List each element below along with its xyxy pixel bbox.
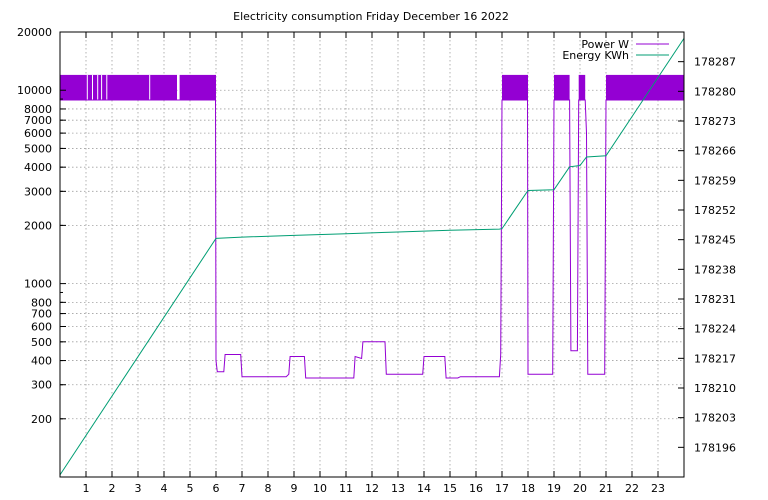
y-right-tick-label: 178252 [694,204,736,217]
x-tick-label: 19 [547,482,561,495]
x-tick-label: 5 [187,482,194,495]
legend-label-power: Power W [581,38,629,51]
y-right-tick-label: 178217 [694,352,736,365]
y-right-tick-label: 178266 [694,145,736,158]
y-right-tick-label: 178224 [694,323,736,336]
y-right-tick-label: 178210 [694,382,736,395]
y-right-tick-label: 178259 [694,174,736,187]
x-tick-label: 17 [495,482,509,495]
x-tick-label: 6 [213,482,220,495]
y-left-tick-label: 600 [31,321,52,334]
power-switching-band [502,74,528,101]
y-right-tick-label: 178273 [694,115,736,128]
x-tick-label: 3 [135,482,142,495]
x-tick-label: 15 [443,482,457,495]
x-tick-label: 11 [339,482,353,495]
x-tick-label: 9 [291,482,298,495]
x-tick-label: 12 [365,482,379,495]
y-left-tick-label: 1000 [24,278,52,291]
y-right-tick-label: 178287 [694,56,736,69]
x-tick-label: 21 [599,482,613,495]
x-tick-label: 1 [83,482,90,495]
y-right-tick-label: 178231 [694,293,736,306]
x-tick-label: 16 [469,482,483,495]
y-left-tick-label: 200 [31,413,52,426]
power-switching-band [578,74,586,101]
y-right-tick-label: 178245 [694,234,736,247]
y-left-tick-label: 700 [31,308,52,321]
y-left-tick-label: 10000 [17,84,52,97]
x-axis-tick-labels: 1 2 3 4 5 6 7 8 9 10 11 12 13 14 15 16 17 18 19 20 21 22 23 [83,482,666,495]
y-right-tick-label: 178196 [694,441,736,454]
y-left-tick-label: 3000 [24,185,52,198]
y-right-tick-label: 178203 [694,412,736,425]
y-left-tick-label: 20000 [17,26,52,39]
y-right-tick-label: 178238 [694,263,736,276]
x-tick-label: 20 [573,482,587,495]
energy-line [59,38,685,476]
y-right-tick-label: 178280 [694,85,736,98]
chart-title: Electricity consumption Friday December … [233,10,509,23]
y-left-tick-label: 7000 [24,114,52,127]
y-left-tick-label: 300 [31,379,52,392]
x-tick-label: 13 [391,482,405,495]
x-tick-label: 23 [651,482,665,495]
x-tick-label: 14 [417,482,431,495]
power-switching-band [554,74,570,101]
x-tick-label: 7 [239,482,246,495]
y-left-tick-label: 2000 [24,219,52,232]
y-left-tick-label: 4000 [24,161,52,174]
legend-label-energy: Energy KWh [562,49,629,62]
x-tick-label: 4 [161,482,168,495]
legend: Power W Energy KWh [562,38,669,62]
y-left-tick-label: 8000 [24,103,52,116]
axis-ticks [60,31,684,477]
series-lines [59,38,685,476]
power-switching-band [606,74,684,101]
right-axis-tick-labels: 178196 178203 178210 178217 178224 178231 1782… [694,56,736,455]
x-tick-label: 18 [521,482,535,495]
y-left-tick-label: 5000 [24,142,52,155]
y-left-tick-label: 400 [31,355,52,368]
power-line [60,99,684,379]
x-tick-label: 2 [109,482,116,495]
x-tick-label: 22 [625,482,639,495]
power-switching-band [60,74,177,101]
power-switching-band [179,74,216,101]
power-switching-bands [60,74,684,101]
y-left-tick-label: 6000 [24,127,52,140]
y-left-tick-label: 800 [31,296,52,309]
x-tick-label: 10 [313,482,327,495]
x-tick-label: 8 [265,482,272,495]
y-left-tick-label: 500 [31,336,52,349]
